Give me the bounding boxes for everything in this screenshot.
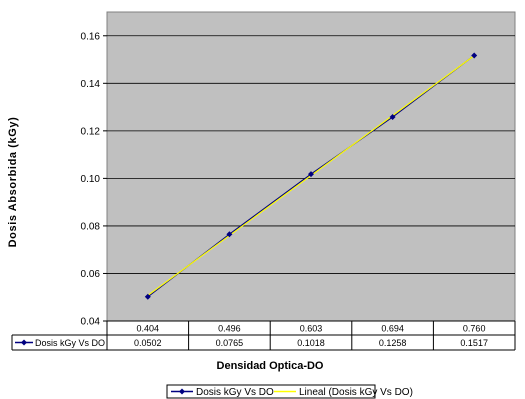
data-point (226, 231, 233, 238)
x-category-label: 0.760 (463, 324, 486, 334)
data-point (144, 293, 151, 300)
legend: Dosis kGy Vs DO Lineal (Dosis kGy Vs DO) (166, 384, 413, 399)
table-series-name: Dosis kGy Vs DO (35, 338, 105, 348)
x-axis-title: Densidad Optica-DO (217, 360, 324, 372)
data-point (389, 114, 396, 121)
data-label: 0.1258 (379, 338, 407, 348)
data-label: 0.0765 (216, 338, 244, 348)
plot-area (106, 11, 516, 322)
data-label: 0.0502 (134, 338, 162, 348)
legend-dosis-label: Dosis kGy Vs DO (196, 387, 274, 398)
x-category-label: 0.694 (381, 324, 404, 334)
y-tick-label: 0.04 (81, 317, 101, 328)
legend-dosis-marker (179, 388, 185, 395)
legend-box (166, 384, 376, 399)
y-tick-label: 0.06 (81, 269, 101, 280)
y-axis-title: Dosis Absorbida (kGy) (7, 117, 19, 248)
y-axis-ticks: 0.04 0.06 0.08 0.10 0.12 0.14 0.16 (81, 31, 107, 328)
x-category-label: 0.404 (137, 324, 160, 334)
y-tick-label: 0.14 (81, 79, 101, 90)
x-category-label: 0.603 (300, 324, 323, 334)
data-markers (144, 52, 478, 300)
data-table: 0.404 0.496 0.603 0.694 0.760 0.0502 0.0765 0.1… (11, 320, 516, 351)
y-tick-label: 0.16 (81, 31, 101, 42)
y-tick-label: 0.12 (81, 126, 101, 137)
data-point (308, 171, 314, 178)
table-legend-marker (21, 339, 27, 346)
data-point (471, 52, 478, 59)
legend-lineal-label: Lineal (Dosis kGy Vs DO) (299, 387, 413, 398)
y-tick-label: 0.10 (81, 174, 101, 185)
y-tick-label: 0.08 (81, 221, 101, 232)
x-category-label: 0.496 (218, 324, 241, 334)
data-label: 0.1517 (460, 338, 488, 348)
data-label: 0.1018 (297, 338, 325, 348)
